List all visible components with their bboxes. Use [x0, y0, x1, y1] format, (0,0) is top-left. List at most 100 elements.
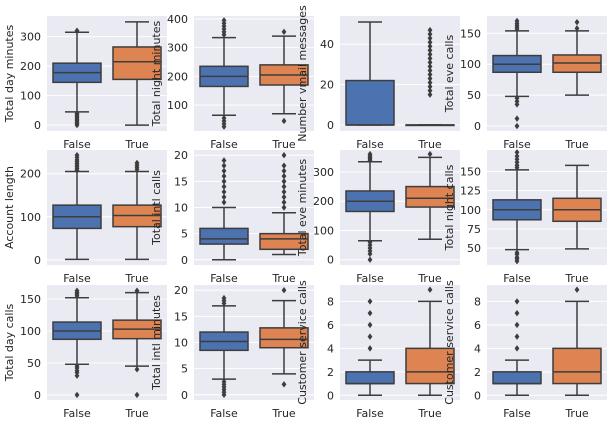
outlier-point [514, 333, 520, 340]
outlier-point [134, 159, 140, 167]
y-tick-label: 200 [167, 70, 188, 83]
outlier-point [221, 17, 227, 24]
box-iqr [199, 227, 249, 245]
outlier-point [281, 172, 287, 180]
outlier-point [427, 59, 433, 66]
outlier-point [574, 286, 580, 293]
y-tick-label: 0 [327, 389, 334, 402]
outlier-point [221, 162, 227, 169]
box-false [345, 21, 395, 126]
outlier-point [221, 294, 227, 302]
y-tick-label: 0 [34, 254, 41, 267]
outlier-point [74, 27, 80, 34]
outlier-point [74, 110, 80, 117]
box-iqr [345, 371, 395, 385]
y-tick-label: 50 [467, 89, 481, 102]
y-tick-label: 150 [20, 293, 41, 306]
y-tick-label: 50 [467, 242, 481, 255]
x-tick-label: True [417, 272, 442, 285]
outlier-point [134, 366, 140, 373]
y-tick-label: 75 [467, 223, 481, 236]
outlier-point [427, 30, 433, 38]
box-false [199, 294, 249, 398]
outlier-point [427, 87, 433, 94]
box-false [52, 287, 102, 399]
outlier-point [74, 151, 80, 159]
outlier-point [427, 47, 433, 54]
y-axis-label: Total intl minutes [150, 295, 163, 391]
outlier-point [427, 26, 433, 34]
outlier-point [427, 83, 433, 90]
box-true [552, 286, 602, 397]
x-tick-label: False [503, 272, 531, 285]
y-tick-label: 0 [327, 254, 334, 267]
outlier-point [74, 362, 80, 370]
outlier-point [514, 249, 520, 256]
outlier-point [281, 381, 287, 388]
outlier-point [514, 298, 520, 305]
outlier-point [367, 345, 373, 352]
outlier-point [281, 152, 287, 159]
outlier-point [281, 183, 287, 190]
box-iqr [405, 185, 455, 208]
outlier-point [281, 117, 287, 125]
x-tick-label: True [271, 407, 296, 420]
y-axis-label: Total intl calls [150, 170, 163, 246]
y-axis-label: Number vmail messages [296, 5, 309, 142]
x-tick-label: True [124, 272, 149, 285]
y-tick-label: 100 [167, 99, 188, 112]
outlier-point [221, 167, 227, 175]
box-true [112, 159, 162, 261]
outlier-point [427, 91, 433, 98]
x-tick-label: False [63, 407, 91, 420]
y-tick-label: 20 [174, 284, 188, 297]
y-tick-label: 300 [313, 166, 334, 179]
outlier-point [427, 34, 433, 42]
subplot-7: 0 100 200 300 Total eve minutes False True [296, 150, 460, 285]
y-tick-label: 100 [20, 325, 41, 338]
x-tick-label: True [271, 272, 296, 285]
box-false [492, 17, 542, 130]
y-tick-label: 150 [460, 27, 481, 40]
outlier-point [281, 178, 287, 185]
y-tick-label: 4 [474, 342, 481, 355]
box-true [405, 26, 455, 127]
x-tick-label: False [503, 407, 531, 420]
box-false [52, 151, 102, 261]
outlier-point [281, 167, 287, 175]
x-tick-label: False [503, 138, 531, 151]
outlier-point [427, 55, 433, 62]
outlier-point [367, 256, 373, 263]
y-tick-label: 100 [460, 204, 481, 217]
y-tick-label: 0 [181, 389, 188, 402]
outlier-point [367, 321, 373, 329]
outlier-point [514, 95, 520, 102]
y-tick-label: 10 [174, 337, 188, 350]
x-tick-label: True [564, 138, 589, 151]
outlier-point [514, 115, 520, 122]
y-tick-label: 6 [474, 319, 481, 332]
y-tick-label: 150 [460, 165, 481, 178]
subplot-8: 50 75 100 125 150 Total night calls False True [443, 149, 607, 285]
box-false [492, 298, 542, 397]
y-tick-label: 5 [181, 228, 188, 241]
x-tick-label: True [417, 407, 442, 420]
y-tick-label: 2 [327, 366, 334, 379]
y-axis-label: Total night calls [443, 164, 456, 251]
outlier-point [281, 199, 287, 206]
x-tick-label: False [356, 407, 384, 420]
y-axis-label: Total day minutes [3, 25, 16, 124]
box-false [345, 298, 395, 397]
box-iqr [259, 232, 309, 251]
box-true [112, 21, 162, 126]
x-tick-label: True [124, 138, 149, 151]
box-false [199, 17, 249, 130]
outlier-point [221, 172, 227, 180]
outlier-point [427, 51, 433, 58]
outlier-point [514, 149, 520, 156]
subplot-6: 0 5 10 15 20 Total intl calls False True [150, 149, 314, 285]
box-iqr [405, 347, 455, 385]
outlier-point [221, 114, 227, 122]
y-tick-label: 100 [313, 224, 334, 237]
